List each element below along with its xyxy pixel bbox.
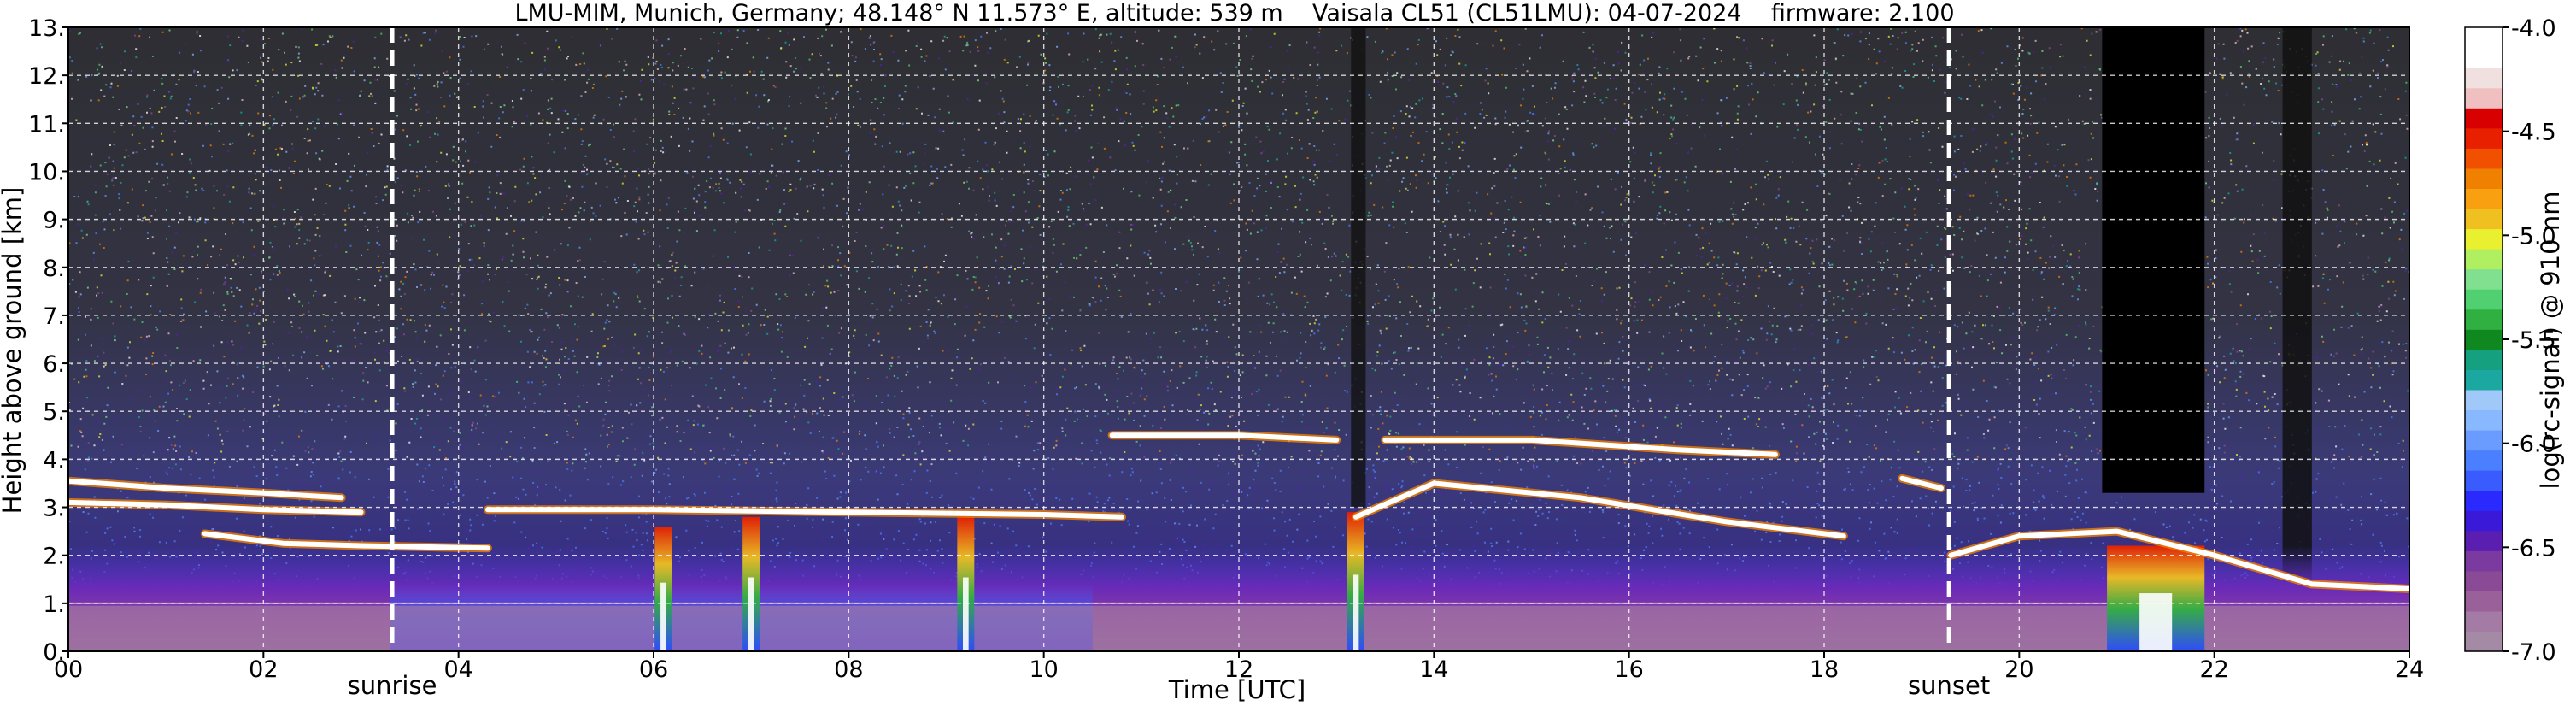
x-axis: 00 02 04 06 08 10 12 14 16 18 20 22 24 [54, 651, 2424, 683]
x-tick-label: 08 [834, 656, 863, 683]
colorbar-segment [2465, 450, 2503, 471]
colorbar-segment [2465, 570, 2503, 591]
y-tick-label: 9. [43, 208, 65, 234]
colorbar-tick-label: -4.5 [2511, 120, 2556, 146]
colorbar-segment [2465, 27, 2503, 49]
grid-lines [68, 27, 2409, 651]
colorbar-label: log(rc-signal) @ 910 nm [2536, 191, 2565, 490]
x-tick-label: 06 [639, 656, 668, 683]
rain-core [748, 577, 754, 651]
chart-title: LMU-MIM, Munich, Germany; 48.148° N 11.5… [514, 0, 1954, 26]
cloud-layer [68, 478, 344, 501]
colorbar-segment [2465, 208, 2503, 230]
colorbar-segment [2465, 108, 2503, 129]
colorbar-segment [2465, 389, 2503, 411]
colorbar-tick-label: -7.0 [2511, 639, 2556, 666]
colorbar: -4.0 -4.5 -5.0 -5.5 -6.0 -6.5 -7.0 [2464, 15, 2556, 666]
colorbar-segment [2465, 429, 2503, 451]
colorbar-segment [2465, 591, 2503, 612]
x-axis-label: Time [UTC] [1168, 675, 1306, 704]
x-tick-label: 18 [1810, 656, 1839, 683]
y-tick-label: 4. [43, 447, 65, 474]
colorbar-tick-label: -4.0 [2511, 15, 2556, 42]
colorbar-segment [2465, 369, 2503, 391]
colorbar-segment [2465, 68, 2503, 89]
y-tick-label: 11. [28, 111, 65, 138]
y-tick-label: 8. [43, 256, 65, 282]
marker-labels: sunrise sunset [348, 671, 1991, 700]
colorbar-segment [2465, 168, 2503, 189]
y-tick-label: 10. [28, 159, 65, 185]
rain-core [660, 582, 666, 651]
colorbar-segment [2465, 228, 2503, 250]
cloud-layer [1109, 432, 1340, 443]
colorbar-segment [2465, 309, 2503, 330]
colorbar-segment [2465, 490, 2503, 511]
colorbar-tick-label: -5.0 [2511, 223, 2556, 250]
y-tick-label: 7. [43, 303, 65, 330]
colorbar-segment [2465, 87, 2503, 109]
y-tick-label: 13. [28, 15, 65, 42]
sun-markers [390, 27, 1951, 651]
colorbar-tick-label: -5.5 [2511, 327, 2556, 354]
colorbar-segment [2465, 349, 2503, 370]
colorbar-segment [2465, 510, 2503, 532]
x-tick-label: 20 [2004, 656, 2033, 683]
cloud-layers [68, 431, 2409, 593]
plot-area [68, 27, 2409, 651]
y-tick-label: 5. [43, 399, 65, 426]
x-tick-label: 02 [249, 656, 278, 683]
colorbar-segment [2465, 631, 2503, 652]
x-tick-label: 16 [1614, 656, 1643, 683]
y-axis-label: Height above ground [km] [0, 187, 26, 515]
cloud-layer [1948, 528, 2409, 591]
colorbar-segment [2465, 249, 2503, 270]
no-signal-region [2282, 27, 2312, 580]
marker-label-sunset: sunset [1908, 671, 1990, 700]
x-tick-label: 00 [54, 656, 83, 683]
rain-core [2139, 593, 2173, 651]
y-tick-label: 0. [43, 639, 65, 666]
marker-label-sunrise: sunrise [348, 671, 437, 700]
colorbar-segment [2465, 610, 2503, 632]
y-tick-label: 1. [43, 591, 65, 618]
cloud-layer [1899, 475, 1944, 491]
colorbar-segment [2465, 530, 2503, 551]
colorbar-segment [2465, 268, 2503, 290]
no-signal-region [1351, 27, 1366, 508]
colorbar-segment [2465, 289, 2503, 310]
x-tick-label: 12 [1224, 656, 1253, 683]
no-signal-region [2102, 27, 2205, 493]
colorbar-segment [2465, 148, 2503, 169]
y-tick-label: 3. [43, 496, 65, 522]
cloud-layer [202, 531, 490, 551]
x-tick-label: 04 [443, 656, 472, 683]
colorbar-segment [2465, 47, 2503, 68]
rain-core [1353, 574, 1359, 651]
x-tick-label: 22 [2199, 656, 2228, 683]
noise-speckle [68, 27, 2409, 639]
y-axis: 0. 1. 2. 3. 4. 5. 6. 7. 8. 9. 10. 11. 12. 13. [28, 15, 68, 666]
cloud-layer [1353, 480, 1846, 539]
colorbar-segment [2465, 550, 2503, 572]
colorbar-segment [2465, 409, 2503, 431]
y-tick-label: 2. [43, 544, 65, 570]
colorbar-tick-label: -6.5 [2511, 535, 2556, 562]
cloud-layer [484, 507, 1124, 520]
cloud-layer [1382, 437, 1778, 457]
rain-core [963, 577, 969, 651]
colorbar-segment [2465, 127, 2503, 149]
y-tick-label: 6. [43, 351, 65, 378]
y-tick-label: 12. [28, 63, 65, 90]
x-tick-label: 10 [1029, 656, 1058, 683]
colorbar-tick-label: -6.0 [2511, 432, 2556, 458]
colorbar-segment [2465, 329, 2503, 350]
x-tick-label: 24 [2395, 656, 2424, 683]
colorbar-segment [2465, 188, 2503, 209]
precipitation-columns [654, 512, 2205, 651]
colorbar-segment [2465, 470, 2503, 491]
x-tick-label: 14 [1419, 656, 1448, 683]
